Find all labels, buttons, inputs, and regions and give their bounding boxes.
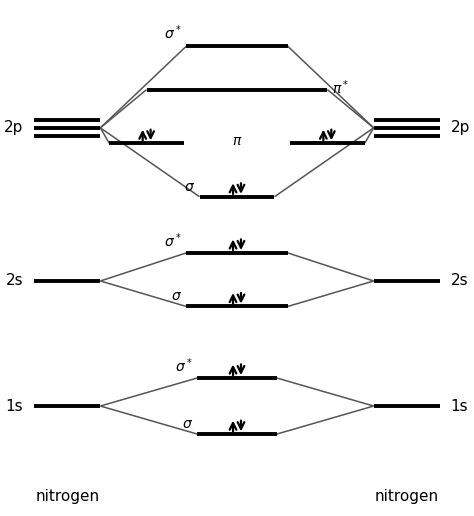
Text: 2p: 2p: [4, 120, 23, 135]
Text: $\sigma$: $\sigma$: [182, 417, 193, 431]
Text: 1s: 1s: [6, 398, 23, 413]
Text: $\sigma^*$: $\sigma^*$: [164, 231, 182, 250]
Text: $\sigma^*$: $\sigma^*$: [175, 356, 193, 375]
Text: $\sigma^*$: $\sigma^*$: [164, 24, 182, 42]
Text: $\pi$: $\pi$: [232, 134, 242, 148]
Text: 2s: 2s: [451, 273, 468, 288]
Text: $\sigma$: $\sigma$: [184, 180, 195, 194]
Text: 2p: 2p: [451, 120, 470, 135]
Text: nitrogen: nitrogen: [35, 489, 100, 504]
Text: $\pi^*$: $\pi^*$: [332, 78, 349, 97]
Text: 2s: 2s: [6, 273, 23, 288]
Text: 1s: 1s: [451, 398, 468, 413]
Text: $\sigma$: $\sigma$: [171, 289, 182, 303]
Text: nitrogen: nitrogen: [374, 489, 439, 504]
